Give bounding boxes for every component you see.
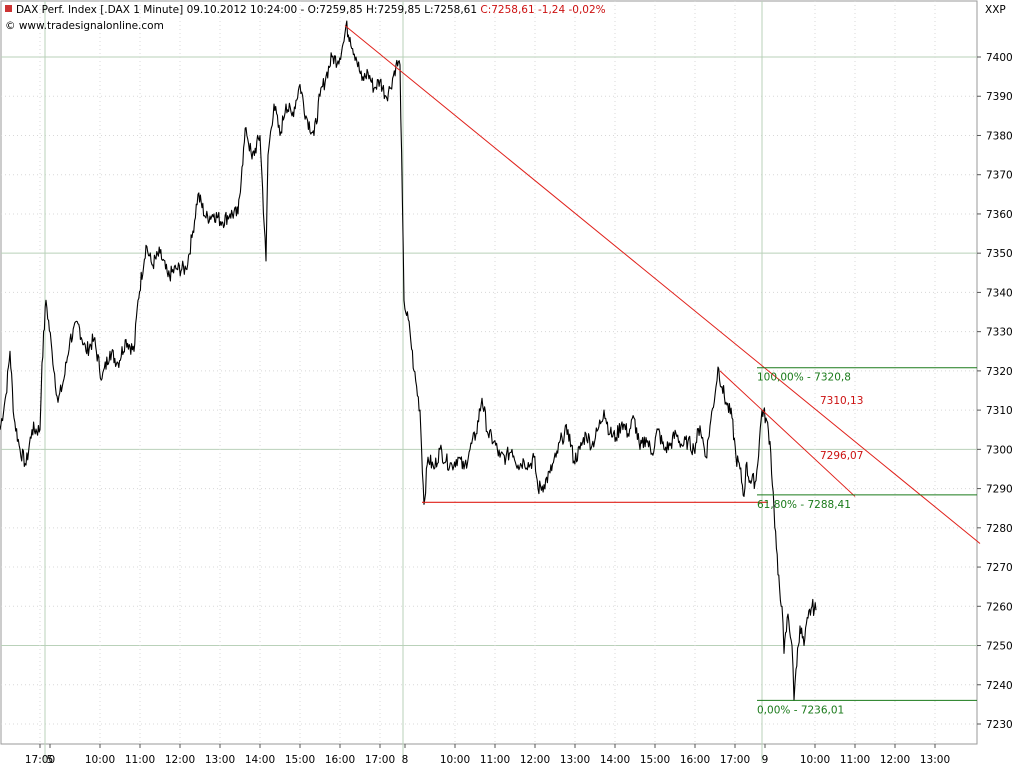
price-tick-label: 7260	[986, 601, 1013, 613]
chart-title: DAX Perf. Index [.DAX 1 Minute] 09.10.20…	[16, 4, 606, 16]
time-tick-label: 17:00	[365, 754, 395, 766]
price-tick-label: 7390	[986, 91, 1013, 103]
price-annotation: 7296,07	[820, 450, 863, 462]
time-axis[interactable]: 17:005 10:00 11:00 12:00 13:00 14:00 15:00 16:0…	[25, 744, 950, 766]
time-tick-label: 16:00	[680, 754, 710, 766]
price-tick-label: 7360	[986, 209, 1013, 221]
chart-title-change: C:7258,61 -1,24 -0,02%	[480, 4, 605, 16]
time-tick-label: 11:00	[125, 754, 155, 766]
time-tick-label: 9	[762, 754, 769, 766]
price-tick-label: 7300	[986, 444, 1013, 456]
symbol-label: XXP	[985, 4, 1006, 16]
time-tick-label: 10:00	[85, 754, 115, 766]
price-tick-label: 7330	[986, 327, 1013, 339]
price-tick-label: 7350	[986, 248, 1013, 260]
trend-line[interactable]	[719, 370, 856, 497]
price-axis[interactable]: 7230 7240 7250 7260 7270 7280 7290 7300 7310 7320…	[977, 52, 1013, 731]
time-tick-label: 15:00	[640, 754, 670, 766]
price-tick-label: 7280	[986, 523, 1013, 535]
time-tick-label: 8	[402, 754, 409, 766]
fib-level-label: 0,00% - 7236,01	[757, 704, 844, 716]
time-tick-label: 10:00	[800, 754, 830, 766]
price-tick-label: 7370	[986, 170, 1013, 182]
time-tick-label: 14:00	[600, 754, 630, 766]
price-tick-label: 7270	[986, 562, 1013, 574]
plot-area[interactable]	[0, 0, 978, 745]
series-layer	[0, 20, 817, 702]
time-tick-label: 17:00	[25, 754, 55, 766]
time-tick-label: 11:00	[840, 754, 870, 766]
time-tick-label: 17:00	[720, 754, 750, 766]
fib-level-label: 61,80% - 7288,41	[757, 499, 851, 511]
source-label: © www.tradesignalonline.com	[5, 20, 164, 32]
time-tick-label: 15:00	[285, 754, 315, 766]
time-tick-label: 12:00	[520, 754, 550, 766]
price-tick-label: 7380	[986, 130, 1013, 142]
trend-line[interactable]	[344, 25, 981, 544]
time-tick-label: 12:00	[165, 754, 195, 766]
price-series-line	[0, 20, 817, 702]
price-tick-label: 7250	[986, 641, 1013, 653]
time-tick-label: 11:00	[480, 754, 510, 766]
time-tick-label: 14:00	[245, 754, 275, 766]
time-tick-label: 10:00	[440, 754, 470, 766]
price-tick-label: 7400	[986, 52, 1013, 64]
price-tick-label: 7240	[986, 680, 1013, 692]
price-tick-label: 7310	[986, 405, 1013, 417]
chart-icon	[5, 5, 12, 12]
grid-layer	[1, 1, 977, 762]
time-tick-label: 12:00	[880, 754, 910, 766]
time-tick-label: 16:00	[325, 754, 355, 766]
time-tick-label: 5	[47, 754, 54, 766]
price-annotation: 7310,13	[820, 395, 863, 407]
drawing-layer[interactable]: 100,00% - 7320,8 61,80% - 7288,41 0,00% - …	[344, 25, 981, 717]
fib-level-label: 100,00% - 7320,8	[757, 372, 851, 384]
time-tick-label: 13:00	[205, 754, 235, 766]
price-tick-label: 7320	[986, 366, 1013, 378]
price-tick-label: 7340	[986, 287, 1013, 299]
chart-title-main: DAX Perf. Index [.DAX 1 Minute] 09.10.20…	[16, 4, 477, 16]
time-tick-label: 13:00	[560, 754, 590, 766]
price-tick-label: 7290	[986, 484, 1013, 496]
price-tick-label: 7230	[986, 719, 1013, 731]
time-tick-label: 13:00	[920, 754, 950, 766]
